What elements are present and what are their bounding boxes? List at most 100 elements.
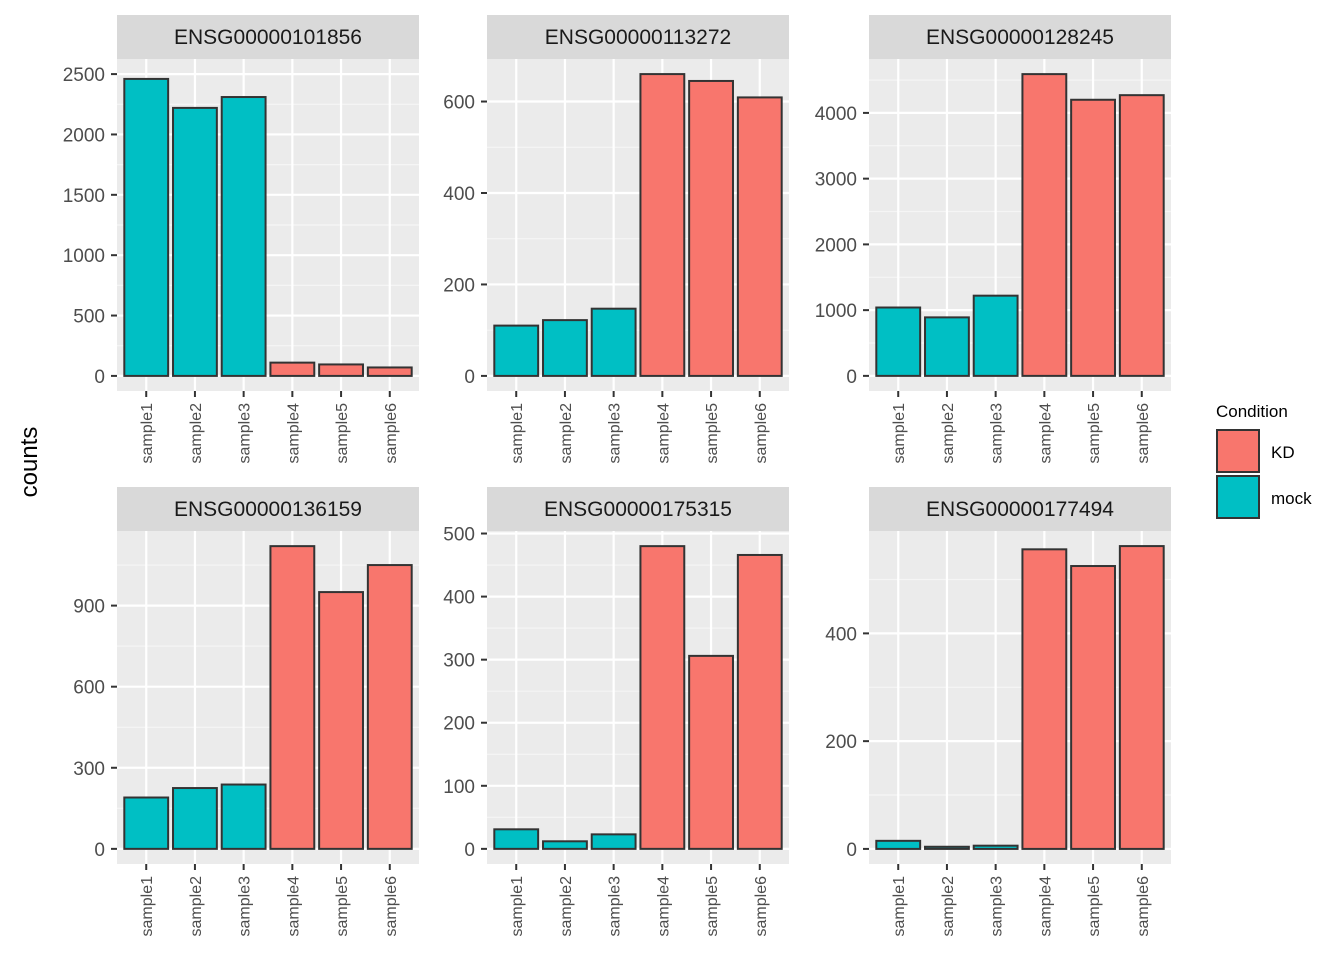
facet-strip-label: ENSG00000175315 — [544, 498, 732, 521]
y-tick-label: 400 — [443, 588, 475, 609]
y-tick-label: 0 — [94, 367, 105, 388]
bar-sample3 — [972, 294, 1019, 377]
x-tick-label: sample2 — [558, 403, 575, 464]
x-tick-label: sample6 — [1135, 876, 1152, 937]
y-tick-label: 400 — [825, 624, 857, 645]
x-tick-label: sample4 — [655, 403, 672, 464]
facet-panel: ENSG00000113272 0 200 400 600 sample1 sample2 s… — [443, 15, 789, 463]
bar-sample2 — [172, 787, 218, 850]
bar-sample3 — [220, 783, 267, 850]
x-tick-label: sample1 — [509, 403, 526, 464]
bar-sample6 — [736, 96, 783, 377]
bar-sample4 — [269, 545, 316, 850]
legend-label-KD: KD — [1271, 443, 1295, 462]
bar-sample3 — [972, 844, 1019, 850]
x-tick-label: sample6 — [753, 403, 770, 464]
x-tick-label: sample5 — [1086, 403, 1103, 464]
y-tick-label: 4000 — [815, 104, 857, 125]
bar-sample3 — [590, 307, 637, 377]
y-tick-label: 300 — [73, 759, 105, 780]
bar-sample1 — [875, 839, 922, 850]
y-tick-label: 500 — [443, 525, 475, 546]
bar-sample2 — [924, 316, 970, 377]
y-tick-label: 900 — [73, 597, 105, 618]
facet-panel: ENSG00000175315 0 100 200 300 400 500 sample1 sa… — [443, 487, 789, 936]
bar-sample5 — [688, 654, 734, 850]
bar-sample5 — [1070, 98, 1116, 377]
y-tick-label: 0 — [846, 367, 857, 388]
bar-sample5 — [688, 79, 734, 377]
bar-sample1 — [493, 828, 540, 850]
facet-strip — [487, 15, 789, 59]
x-tick-label: sample1 — [509, 876, 526, 937]
facet-panel: ENSG00000101856 0 500 1000 1500 2000 2500 sampl… — [63, 15, 419, 463]
x-tick-label: sample4 — [1037, 876, 1054, 937]
y-tick-label: 300 — [443, 651, 475, 672]
facet-strip — [869, 15, 1171, 59]
y-tick-label: 1500 — [63, 186, 105, 207]
y-tick-label: 500 — [73, 307, 105, 328]
legend: Condition KD mock — [1216, 402, 1312, 519]
y-tick-label: 2000 — [815, 235, 857, 256]
y-tick-label: 600 — [443, 93, 475, 114]
y-tick-label: 2500 — [63, 65, 105, 86]
x-tick-label: sample4 — [1037, 403, 1054, 464]
bar-sample6 — [1118, 545, 1165, 850]
x-tick-label: sample5 — [704, 876, 721, 937]
x-tick-label: sample3 — [989, 403, 1006, 464]
facet-strip-label: ENSG00000136159 — [174, 498, 362, 521]
x-tick-label: sample4 — [285, 876, 302, 937]
bar-sample1 — [123, 796, 170, 850]
bar-sample6 — [736, 553, 783, 850]
facet-strip-label: ENSG00000177494 — [926, 498, 1114, 521]
y-tick-label: 400 — [443, 184, 475, 205]
bar-sample1 — [123, 77, 170, 377]
facet-strip — [487, 487, 789, 531]
bar-sample3 — [590, 833, 637, 850]
bar-sample4 — [1021, 548, 1068, 850]
facet-strip — [117, 15, 419, 59]
legend-label-mock: mock — [1271, 489, 1312, 508]
y-tick-label: 0 — [94, 840, 105, 861]
bar-sample5 — [318, 363, 364, 377]
bar-sample6 — [366, 564, 413, 850]
bar-sample4 — [269, 361, 316, 377]
x-tick-label: sample2 — [940, 403, 957, 464]
x-tick-label: sample1 — [891, 403, 908, 464]
x-tick-label: sample1 — [139, 876, 156, 937]
bar-sample2 — [172, 106, 218, 377]
x-tick-label: sample2 — [558, 876, 575, 937]
x-tick-label: sample2 — [940, 876, 957, 937]
y-tick-label: 0 — [846, 840, 857, 861]
x-tick-label: sample3 — [607, 403, 624, 464]
x-tick-label: sample2 — [188, 403, 205, 464]
x-tick-label: sample1 — [891, 876, 908, 937]
x-tick-label: sample6 — [753, 876, 770, 937]
legend-key-KD — [1216, 429, 1260, 473]
x-tick-label: sample5 — [334, 403, 351, 464]
bar-sample3 — [220, 96, 267, 377]
x-tick-label: sample4 — [285, 403, 302, 464]
bar-sample1 — [875, 306, 922, 377]
bar-sample1 — [493, 324, 540, 377]
bar-sample5 — [318, 591, 364, 850]
facet-panel: ENSG00000177494 0 200 400 sample1 sample2 samp… — [825, 487, 1171, 936]
x-tick-label: sample5 — [1086, 876, 1103, 937]
y-tick-label: 3000 — [815, 170, 857, 191]
x-tick-label: sample3 — [989, 876, 1006, 937]
bar-sample4 — [639, 545, 686, 850]
bar-sample2 — [542, 319, 588, 377]
y-tick-label: 200 — [825, 732, 857, 753]
y-tick-label: 0 — [464, 367, 475, 388]
legend-key-mock — [1216, 475, 1260, 519]
bar-sample5 — [1070, 565, 1116, 850]
facet-strip-label: ENSG00000101856 — [174, 26, 362, 49]
bar-sample2 — [542, 840, 588, 850]
y-axis-title: counts — [16, 427, 43, 498]
x-tick-label: sample1 — [139, 403, 156, 464]
legend-title: Condition — [1216, 402, 1288, 421]
y-tick-label: 200 — [443, 714, 475, 735]
x-tick-label: sample6 — [383, 403, 400, 464]
x-tick-label: sample3 — [237, 876, 254, 937]
